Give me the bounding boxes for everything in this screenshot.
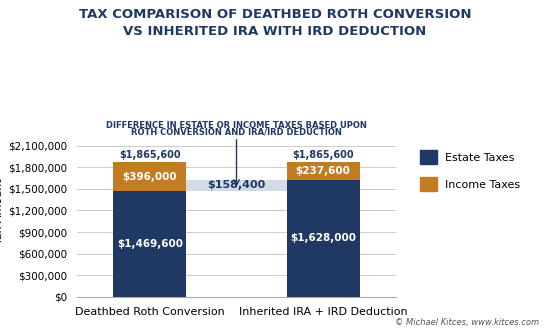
Text: DIFFERENCE IN ESTATE OR INCOME TAXES BASED UPON: DIFFERENCE IN ESTATE OR INCOME TAXES BAS… (106, 121, 367, 130)
Text: VS INHERITED IRA WITH IRD DEDUCTION: VS INHERITED IRA WITH IRD DEDUCTION (123, 25, 427, 38)
Text: © Michael Kitces, www.kitces.com: © Michael Kitces, www.kitces.com (395, 318, 539, 327)
Bar (113, 162, 186, 191)
Text: $1,865,600: $1,865,600 (293, 150, 354, 160)
Bar (186, 180, 287, 191)
Text: $1,469,600: $1,469,600 (117, 239, 183, 249)
Text: $1,865,600: $1,865,600 (119, 150, 180, 160)
Text: $158,400: $158,400 (207, 180, 266, 190)
Text: $396,000: $396,000 (123, 172, 177, 182)
Text: $1,628,000: $1,628,000 (290, 233, 356, 243)
Bar (287, 180, 360, 297)
Bar (113, 191, 186, 297)
Text: TAX COMPARISON OF DEATHBED ROTH CONVERSION: TAX COMPARISON OF DEATHBED ROTH CONVERSI… (79, 8, 471, 21)
Text: ROTH CONVERSION AND IRA/IRD DEDUCTION: ROTH CONVERSION AND IRA/IRD DEDUCTION (131, 127, 342, 136)
Text: $237,600: $237,600 (296, 166, 350, 176)
Bar (287, 162, 360, 180)
Legend: Estate Taxes, Income Taxes: Estate Taxes, Income Taxes (414, 145, 526, 196)
Y-axis label: Tax Amount: Tax Amount (0, 178, 4, 244)
